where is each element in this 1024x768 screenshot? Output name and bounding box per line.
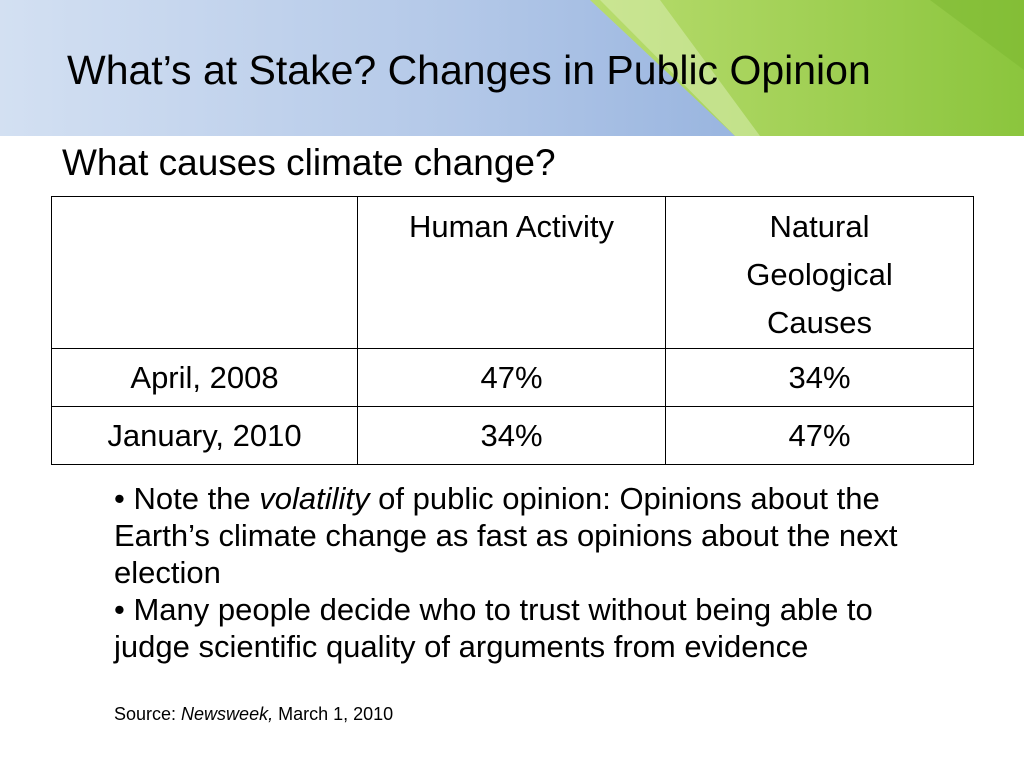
- table-row: April, 2008 47% 34%: [51, 348, 974, 407]
- bullet-icon: •: [114, 592, 125, 627]
- cell-natural-january-2010: 47%: [665, 406, 974, 465]
- source-citation: Source: Newsweek, March 1, 2010: [114, 703, 393, 725]
- header-green-corner: [930, 0, 1024, 70]
- row-label-april-2008: April, 2008: [51, 348, 358, 407]
- header-natural-line-1: Natural: [769, 209, 870, 244]
- header-green-highlight: [600, 0, 760, 136]
- header-empty-cell: [51, 196, 358, 349]
- slide-subtitle: What causes climate change?: [62, 142, 556, 183]
- note-volatility: • Note the volatility of public opinion:…: [114, 480, 954, 591]
- cell-human-april-2008: 47%: [357, 348, 666, 407]
- notes-list: • Note the volatility of public opinion:…: [114, 480, 954, 665]
- note-volatility-before: Note the: [124, 481, 260, 516]
- cell-human-january-2010: 34%: [357, 406, 666, 465]
- table-header-row: Human Activity Natural Geological Causes: [51, 196, 974, 349]
- source-publication: Newsweek,: [181, 704, 274, 724]
- header-gradient-background: [0, 0, 1024, 136]
- header-green-shape: [590, 0, 1024, 136]
- note-trust: • Many people decide who to trust withou…: [114, 591, 954, 665]
- table-row: January, 2010 34% 47%: [51, 406, 974, 465]
- opinion-table: Human Activity Natural Geological Causes…: [51, 196, 974, 465]
- source-prefix: Source:: [114, 704, 182, 724]
- header-human-activity: Human Activity: [357, 196, 666, 349]
- header-natural-causes: Natural Geological Causes: [665, 196, 974, 349]
- header-natural-line-2: Geological: [746, 257, 893, 292]
- note-volatility-emphasis: volatility: [259, 481, 370, 516]
- bullet-icon: •: [114, 481, 125, 516]
- note-volatility-after: of public opinion: Opinions about the Ea…: [114, 481, 898, 590]
- cell-natural-april-2008: 34%: [665, 348, 974, 407]
- row-label-january-2010: January, 2010: [51, 406, 358, 465]
- note-trust-text: Many people decide who to trust without …: [114, 592, 873, 664]
- slide-title: What’s at Stake? Changes in Public Opini…: [67, 47, 871, 93]
- header-band: [0, 0, 1024, 136]
- header-natural-line-3: Causes: [766, 305, 873, 340]
- source-date: March 1, 2010: [273, 704, 394, 724]
